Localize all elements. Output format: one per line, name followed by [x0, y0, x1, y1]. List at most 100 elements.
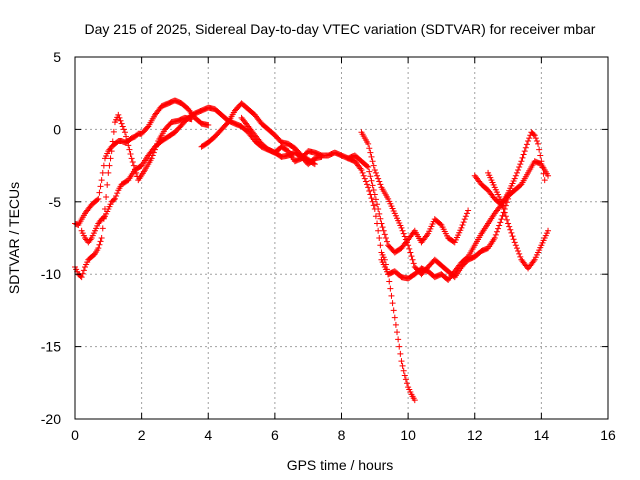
data-point: [368, 195, 375, 202]
data-point: [115, 111, 122, 118]
data-point: [400, 230, 407, 237]
data-point: [398, 224, 405, 231]
data-point: [370, 186, 377, 193]
data-point: [406, 245, 413, 252]
data-point: [376, 210, 383, 217]
data-point: [111, 195, 118, 202]
data-point: [372, 196, 379, 203]
x-tick-label: 0: [71, 427, 79, 443]
data-point: [531, 132, 538, 139]
data-point: [407, 249, 414, 256]
data-point: [409, 256, 416, 263]
data-point: [526, 135, 533, 142]
data-point: [396, 343, 403, 350]
data-point: [129, 158, 136, 165]
data-point: [369, 158, 376, 165]
x-tick-label: 2: [138, 427, 146, 443]
data-point: [465, 207, 472, 214]
y-tick-label: -20: [41, 411, 61, 427]
data-point: [104, 181, 111, 188]
data-point: [390, 307, 397, 314]
data-point: [125, 142, 132, 149]
data-point: [368, 153, 375, 160]
data-point: [368, 177, 375, 184]
data-point: [205, 122, 212, 129]
data-point: [99, 169, 106, 176]
data-point: [109, 138, 116, 145]
data-point: [94, 196, 101, 203]
data-point: [114, 190, 121, 197]
data-point: [130, 162, 137, 169]
data-point: [516, 250, 523, 257]
data-point: [113, 193, 120, 200]
data-point: [377, 181, 384, 188]
data-point: [144, 124, 151, 131]
data-point: [310, 160, 317, 167]
data-point: [224, 120, 231, 127]
data-point: [387, 285, 394, 292]
data-point: [510, 236, 517, 243]
data-point: [375, 206, 382, 213]
grid: [75, 57, 608, 419]
data-point: [401, 233, 408, 240]
data-point: [128, 155, 135, 162]
data-point: [371, 191, 378, 198]
data-point: [404, 239, 411, 246]
data-point: [374, 172, 381, 179]
data-point: [507, 226, 514, 233]
data-point: [362, 178, 369, 185]
data-point: [541, 177, 548, 184]
data-point: [375, 175, 382, 182]
data-point: [384, 238, 391, 245]
data-point: [533, 137, 540, 144]
data-point: [96, 189, 103, 196]
data-point: [460, 219, 467, 226]
data-point: [388, 292, 395, 299]
data-point: [87, 236, 94, 243]
data-point: [95, 195, 102, 202]
x-tick-label: 6: [271, 427, 279, 443]
data-point: [506, 223, 513, 230]
x-tick-label: 10: [400, 427, 416, 443]
data-point: [397, 350, 404, 357]
series-track-j: [485, 169, 552, 272]
data-point: [511, 175, 518, 182]
data-point: [525, 137, 532, 144]
data-point: [377, 242, 384, 249]
data-point: [110, 196, 117, 203]
data-point: [539, 164, 546, 171]
data-point: [365, 164, 372, 171]
data-point: [392, 321, 399, 328]
series-track-c: [78, 104, 325, 246]
data-point: [492, 231, 499, 238]
data-point: [500, 206, 507, 213]
data-point: [99, 225, 106, 232]
data-point: [513, 245, 520, 252]
data-point: [402, 236, 409, 243]
data-point: [372, 169, 379, 176]
x-tick-label: 8: [338, 427, 346, 443]
data-point: [96, 241, 103, 248]
data-point: [399, 227, 406, 234]
data-point: [365, 140, 372, 147]
data-point: [437, 221, 444, 228]
data-point: [380, 227, 387, 234]
x-tick-label: 14: [534, 427, 550, 443]
data-point: [463, 210, 470, 217]
data-point: [379, 224, 386, 231]
data-point: [509, 233, 516, 240]
data-point: [497, 219, 504, 226]
data-point: [508, 229, 515, 236]
data-point: [499, 202, 506, 209]
data-point: [378, 220, 385, 227]
data-point: [127, 151, 134, 158]
data-point: [410, 260, 417, 267]
data-point: [124, 137, 131, 144]
data-point: [372, 213, 379, 220]
data-point: [366, 187, 373, 194]
data-point: [503, 216, 510, 223]
data-point: [100, 214, 107, 221]
